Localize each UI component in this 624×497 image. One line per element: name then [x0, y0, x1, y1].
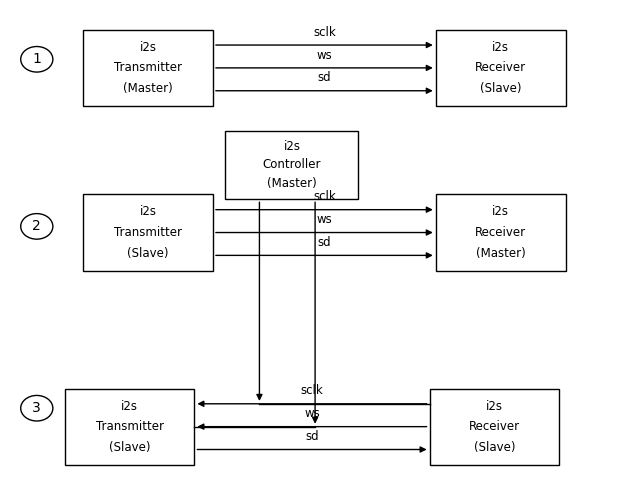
Circle shape: [21, 214, 53, 239]
Text: i2s: i2s: [492, 205, 509, 219]
Text: ws: ws: [316, 213, 332, 226]
Text: Transmitter: Transmitter: [114, 62, 182, 75]
Circle shape: [21, 396, 53, 421]
Text: (Slave): (Slave): [480, 82, 522, 95]
Text: 3: 3: [32, 401, 41, 415]
Text: i2s: i2s: [140, 41, 157, 54]
Text: Receiver: Receiver: [469, 420, 520, 433]
Text: Receiver: Receiver: [475, 62, 526, 75]
Text: ws: ws: [316, 49, 332, 62]
FancyBboxPatch shape: [436, 30, 565, 106]
Circle shape: [21, 47, 53, 72]
FancyBboxPatch shape: [225, 131, 358, 199]
Text: Transmitter: Transmitter: [114, 226, 182, 239]
Text: i2s: i2s: [140, 205, 157, 219]
Text: Controller: Controller: [263, 159, 321, 171]
Text: Transmitter: Transmitter: [95, 420, 163, 433]
FancyBboxPatch shape: [83, 30, 213, 106]
FancyBboxPatch shape: [436, 194, 565, 270]
Text: 1: 1: [32, 52, 41, 66]
Text: sclk: sclk: [301, 384, 323, 398]
Text: (Slave): (Slave): [474, 441, 515, 454]
Text: ws: ws: [304, 407, 320, 420]
Text: sclk: sclk: [313, 190, 336, 203]
Text: sd: sd: [318, 236, 331, 249]
Text: i2s: i2s: [121, 400, 138, 413]
Text: (Master): (Master): [475, 247, 525, 259]
Text: (Slave): (Slave): [127, 247, 169, 259]
Text: 2: 2: [32, 219, 41, 234]
Text: i2s: i2s: [486, 400, 503, 413]
FancyBboxPatch shape: [429, 389, 559, 465]
Text: sclk: sclk: [313, 26, 336, 39]
FancyBboxPatch shape: [83, 194, 213, 270]
Text: i2s: i2s: [283, 140, 300, 153]
Text: sd: sd: [318, 72, 331, 84]
Text: (Master): (Master): [267, 177, 317, 190]
Text: i2s: i2s: [492, 41, 509, 54]
Text: (Slave): (Slave): [109, 441, 150, 454]
Text: (Master): (Master): [123, 82, 173, 95]
Text: sd: sd: [305, 430, 319, 443]
Text: Receiver: Receiver: [475, 226, 526, 239]
FancyBboxPatch shape: [65, 389, 195, 465]
